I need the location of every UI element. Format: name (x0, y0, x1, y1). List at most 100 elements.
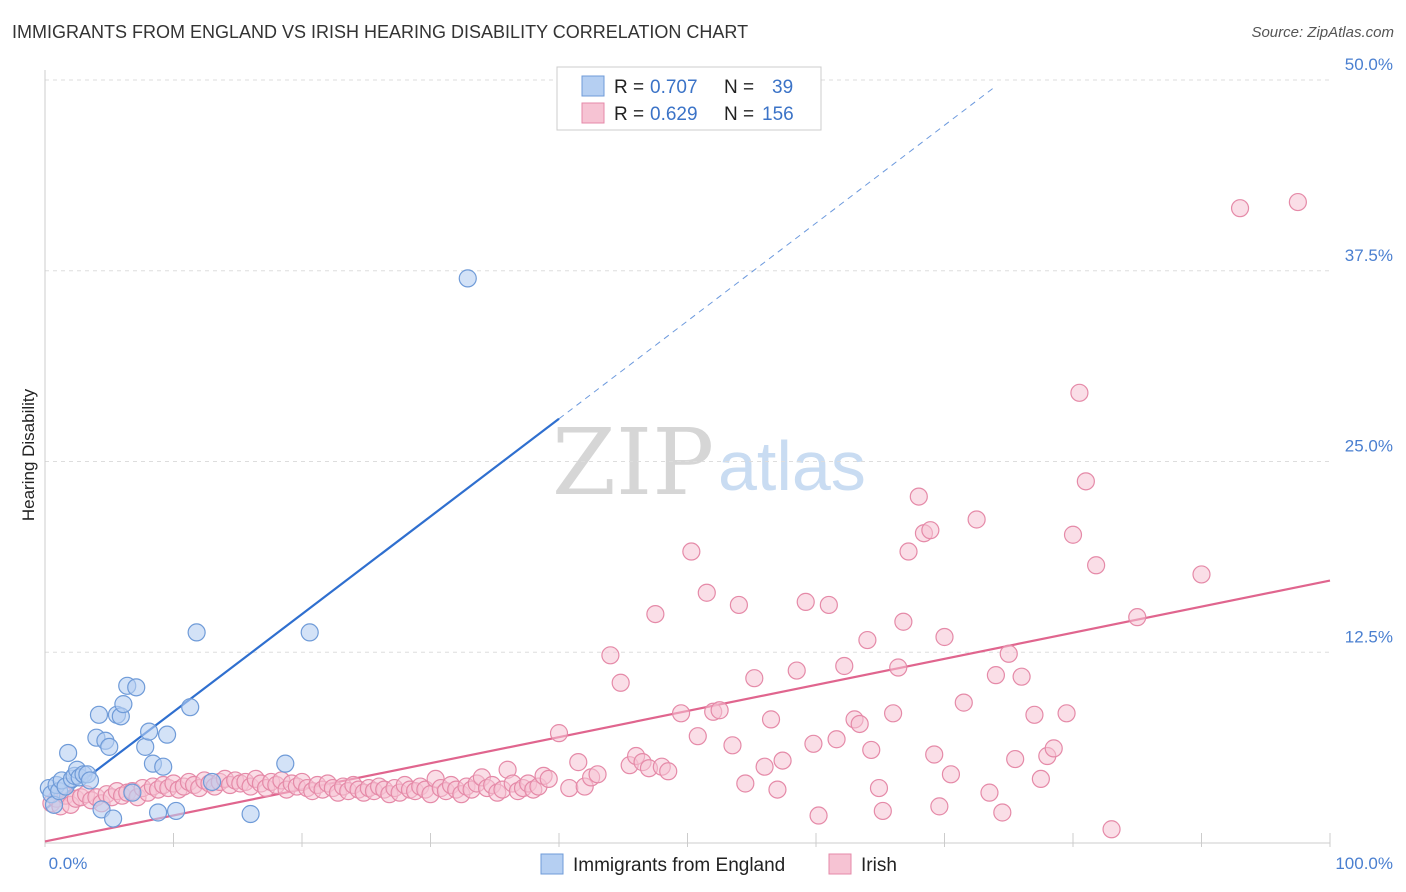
irish-point (850, 714, 869, 734)
england-point (276, 754, 295, 773)
irish-point (835, 656, 854, 676)
irish-point (999, 644, 1018, 663)
legend-n-label-2: N = (724, 104, 754, 125)
legend-r-value-2: 0.629 (650, 104, 698, 125)
irish-point (1076, 472, 1095, 491)
england-point (458, 269, 477, 288)
irish-point (941, 765, 961, 784)
irish-point (671, 704, 691, 723)
irish-point (755, 757, 774, 776)
legend-swatch-blue (581, 75, 605, 97)
legend-n-value-2: 156 (762, 104, 794, 125)
irish-point (925, 745, 944, 764)
irish-point (935, 627, 954, 647)
irish-point (869, 778, 889, 798)
irish-point (723, 736, 742, 755)
legend-r-value-1: 0.707 (650, 77, 698, 98)
england-point (123, 783, 142, 802)
irish-point (993, 803, 1012, 822)
y-tick-labels: 12.5% 25.0% 37.5% 50.0% (1345, 55, 1393, 646)
irish-point (688, 727, 707, 746)
irish-point (899, 542, 918, 561)
irish-point (1006, 749, 1025, 769)
irish-point (761, 710, 781, 729)
england-point (181, 698, 200, 717)
bottom-legend-swatch-blue (540, 853, 564, 875)
irish-point (883, 704, 903, 723)
irish-point (921, 521, 940, 540)
irish-point (549, 724, 569, 743)
irish-point (1192, 565, 1211, 584)
irish-point (1288, 192, 1307, 212)
irish-point (967, 510, 986, 529)
legend-r-label-2: R = (614, 104, 644, 125)
irish-point (1230, 199, 1250, 218)
irish-point (986, 666, 1006, 685)
england-point (148, 803, 168, 822)
england-point (139, 722, 159, 741)
irish-point (682, 542, 701, 561)
irish-point (1025, 705, 1044, 724)
irish-point (601, 646, 620, 665)
irish-point (819, 595, 838, 615)
irish-point (659, 762, 678, 781)
irish-points (42, 192, 1307, 839)
irish-point (646, 604, 665, 624)
irish-point (796, 592, 815, 611)
england-point (241, 804, 260, 824)
england-point (300, 623, 319, 642)
irish-point (873, 801, 892, 821)
x-tick-labels: 0.0% 100.0% (49, 854, 1393, 873)
y-axis-label: Hearing Disability (19, 388, 38, 521)
irish-point (827, 730, 846, 749)
irish-point (745, 669, 764, 688)
y-tick-label: 37.5% (1345, 246, 1393, 265)
england-point (127, 678, 146, 697)
irish-point (569, 753, 588, 772)
irish-point (736, 774, 755, 793)
axes (44, 70, 1331, 847)
irish-point (560, 778, 579, 798)
england-point (59, 743, 78, 763)
bottom-legend-blue-label: Immigrants from England (573, 855, 785, 876)
irish-point (1128, 608, 1147, 627)
x-tick-label: 100.0% (1335, 854, 1393, 873)
irish-point (768, 780, 787, 799)
england-point (154, 757, 173, 776)
legend-n-value-1: 39 (772, 77, 793, 98)
irish-point (1063, 525, 1083, 544)
irish-point (894, 612, 913, 631)
watermark-zip: ZIP (552, 409, 714, 516)
irish-point (930, 797, 949, 816)
irish-point (804, 734, 823, 753)
england-point (80, 771, 100, 790)
england-point (100, 737, 119, 756)
irish-point (1102, 820, 1121, 839)
legend-r-label-1: R = (614, 77, 644, 98)
irish-point (1057, 704, 1076, 723)
england-points (39, 269, 477, 828)
series-legend: Immigrants from England Irish (540, 853, 897, 876)
irish-point (773, 751, 792, 770)
irish-point (980, 783, 999, 802)
irish-point (1012, 667, 1031, 686)
watermark-atlas: atlas (718, 427, 866, 505)
irish-point (809, 806, 828, 825)
irish-point (1031, 769, 1050, 789)
england-trend-extension (558, 85, 997, 420)
irish-point (858, 630, 877, 650)
irish-point (710, 701, 729, 720)
irish-point (697, 583, 716, 602)
england-trend-line (44, 417, 560, 811)
grid-lines (45, 79, 1330, 653)
england-point (157, 725, 177, 744)
irish-point (954, 693, 973, 712)
irish-point (889, 658, 908, 677)
correlation-legend: R = 0.707 N = 39 R = 0.629 N = 156 (556, 66, 822, 131)
england-point (166, 801, 186, 821)
irish-point (862, 740, 881, 760)
england-point (104, 809, 123, 828)
england-point (89, 705, 109, 724)
source-label: Source: ZipAtlas.com (1251, 24, 1394, 41)
irish-point (1070, 383, 1089, 402)
